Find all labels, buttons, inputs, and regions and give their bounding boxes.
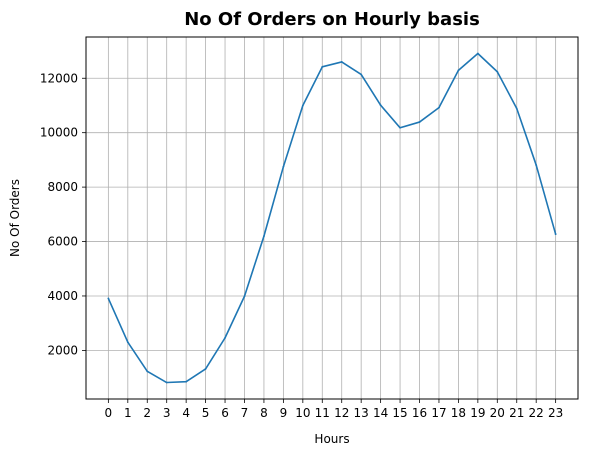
x-tick-label: 9	[280, 406, 288, 420]
x-tick-label: 0	[105, 406, 113, 420]
x-tick-label: 2	[143, 406, 151, 420]
data-point	[438, 106, 440, 109]
x-tick-label: 16	[412, 406, 427, 420]
x-tick-label: 14	[373, 406, 388, 420]
data-point	[535, 164, 538, 166]
x-tick-label: 5	[202, 406, 210, 420]
ticks: 0 1 2 3 4 5 6 7 8 9 10 11 12 13 14 15 16 17 18 19 20 21 22 2320…	[40, 71, 563, 420]
x-axis-label: Hours	[314, 432, 349, 446]
series	[107, 52, 557, 384]
x-tick-label: 18	[451, 406, 466, 420]
x-tick-label: 7	[241, 406, 249, 420]
y-tick-label: 4000	[47, 289, 78, 303]
data-point	[185, 380, 188, 383]
axes-frame	[85, 36, 579, 400]
data-point	[379, 104, 382, 107]
y-tick-label: 2000	[47, 343, 78, 357]
x-tick-label: 22	[529, 406, 544, 420]
x-tick-label: 1	[124, 406, 132, 420]
data-point	[515, 107, 518, 110]
y-axis-label: No Of Orders	[8, 179, 22, 257]
x-tick-label: 11	[315, 406, 330, 420]
x-tick-label: 10	[295, 406, 310, 420]
x-tick-label: 20	[490, 406, 505, 420]
gridlines	[86, 37, 578, 399]
x-tick-label: 19	[470, 406, 485, 420]
data-point	[107, 297, 110, 300]
data-point	[476, 52, 479, 55]
chart-title: No Of Orders on Hourly basis	[184, 9, 480, 30]
data-point	[321, 65, 324, 68]
data-point	[301, 104, 304, 107]
x-tick-label: 3	[163, 406, 171, 420]
data-point	[263, 235, 265, 237]
data-point	[418, 121, 421, 123]
y-tick-label: 6000	[47, 235, 78, 249]
data-point	[282, 165, 285, 168]
x-tick-label: 17	[431, 406, 446, 420]
x-tick-label: 4	[182, 406, 190, 420]
series-line	[107, 52, 557, 384]
x-tick-label: 21	[509, 406, 524, 420]
data-point	[399, 126, 401, 129]
data-point	[146, 370, 149, 373]
y-tick-label: 12000	[40, 71, 78, 85]
data-point	[340, 61, 343, 63]
data-point	[496, 70, 499, 73]
data-point	[360, 73, 363, 76]
data-point	[554, 233, 557, 236]
data-point	[165, 381, 168, 384]
data-point	[457, 69, 460, 72]
data-point	[224, 336, 226, 339]
x-tick-label: 12	[334, 406, 349, 420]
x-tick-label: 6	[221, 406, 229, 420]
x-tick-label: 23	[548, 406, 563, 420]
y-tick-label: 8000	[47, 180, 78, 194]
data-point	[204, 368, 207, 370]
y-tick-label: 10000	[40, 126, 78, 140]
x-tick-label: 8	[260, 406, 268, 420]
x-tick-label: 13	[354, 406, 369, 420]
data-point	[126, 341, 129, 344]
data-point	[243, 295, 246, 298]
x-tick-label: 15	[392, 406, 407, 420]
